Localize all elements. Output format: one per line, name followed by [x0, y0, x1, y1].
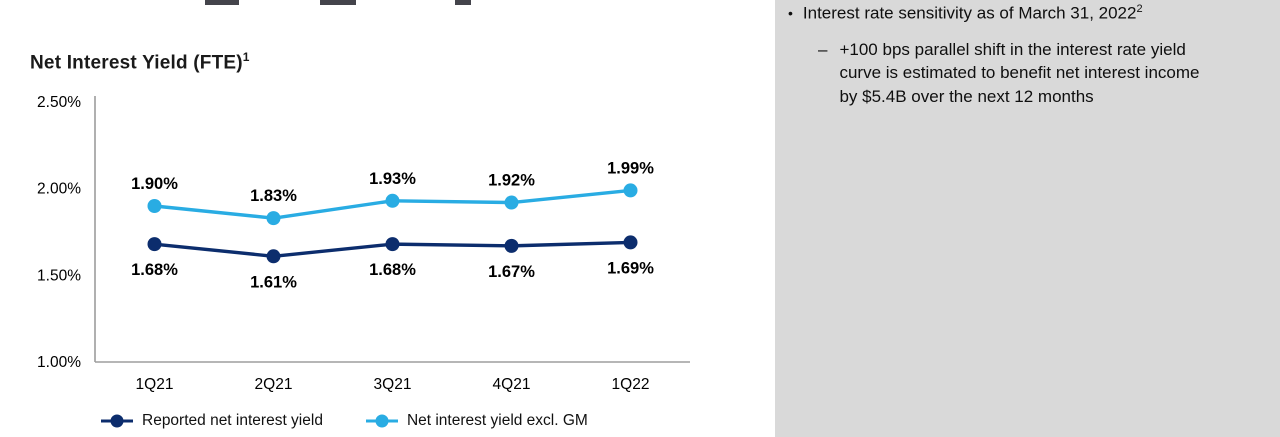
data-label: 1.90% [131, 175, 178, 193]
y-tick-label: 1.00% [37, 354, 81, 371]
data-label: 1.67% [488, 263, 535, 281]
y-tick-label: 2.50% [37, 94, 81, 111]
legend-marker-excl-gm [365, 413, 399, 429]
legend-item-reported: Reported net interest yield [100, 412, 323, 430]
data-point [385, 193, 400, 208]
x-tick-label: 1Q22 [612, 376, 650, 393]
data-point [266, 211, 281, 226]
y-tick-label: 2.00% [37, 181, 81, 198]
chart-title-footnote-marker: 1 [242, 50, 250, 64]
line-chart-svg: 2.50% 2.00% 1.50% 1.00% 1Q21 2Q21 3Q21 4Q21 1Q22… [37, 94, 690, 393]
chart-title: Net Interest Yield (FTE)1 [30, 50, 250, 74]
data-label: 1.68% [131, 261, 178, 279]
dash-icon: – [818, 39, 828, 59]
data-point [147, 199, 162, 213]
cropped-text-artifact [205, 0, 239, 5]
data-point [147, 237, 162, 252]
data-label: 1.93% [369, 170, 416, 188]
cropped-text-artifact [455, 0, 471, 5]
data-point [385, 237, 400, 252]
x-tick-label: 4Q21 [493, 376, 531, 393]
legend-label-excl-gm: Net interest yield excl. GM [406, 412, 588, 429]
legend-marker-reported [100, 413, 134, 429]
data-label: 1.92% [488, 172, 535, 190]
data-label: 1.83% [250, 187, 297, 205]
commentary-panel: • Interest rate sensitivity as of March … [775, 0, 1280, 437]
commentary-footnote-marker: 2 [1136, 3, 1143, 15]
x-tick-label: 2Q21 [255, 376, 293, 393]
commentary-bullet-text: Interest rate sensitivity as of March 31… [803, 2, 1143, 26]
chart-legend: Reported net interest yield Net interest… [100, 408, 588, 434]
x-tick-label: 1Q21 [136, 376, 174, 393]
data-point [623, 235, 638, 250]
data-point [266, 249, 281, 264]
line-chart: 2.50% 2.00% 1.50% 1.00% 1Q21 2Q21 3Q21 4Q21 1Q22… [10, 88, 720, 406]
data-point [504, 238, 519, 253]
commentary-sub-bullet: – +100 bps parallel shift in the interes… [818, 38, 1262, 109]
data-point [504, 195, 519, 210]
bullet-icon: • [788, 5, 793, 21]
chart-title-text: Net Interest Yield (FTE) [30, 52, 243, 74]
commentary-sub-bullet-text: +100 bps parallel shift in the interest … [839, 39, 1200, 107]
data-label: 1.68% [369, 261, 416, 279]
data-label: 1.69% [607, 259, 654, 277]
y-tick-label: 1.50% [37, 267, 81, 284]
data-label: 1.61% [250, 273, 297, 291]
legend-label-reported: Reported net interest yield [142, 412, 323, 429]
commentary-bullet-main: Interest rate sensitivity as of March 31… [802, 3, 1137, 23]
legend-item-excl-gm: Net interest yield excl. GM [365, 412, 588, 430]
cropped-text-artifact [320, 0, 356, 5]
x-tick-label: 3Q21 [374, 376, 412, 393]
data-point [623, 183, 638, 198]
data-label: 1.99% [607, 159, 654, 177]
commentary-bullet: • Interest rate sensitivity as of March … [788, 2, 1262, 26]
